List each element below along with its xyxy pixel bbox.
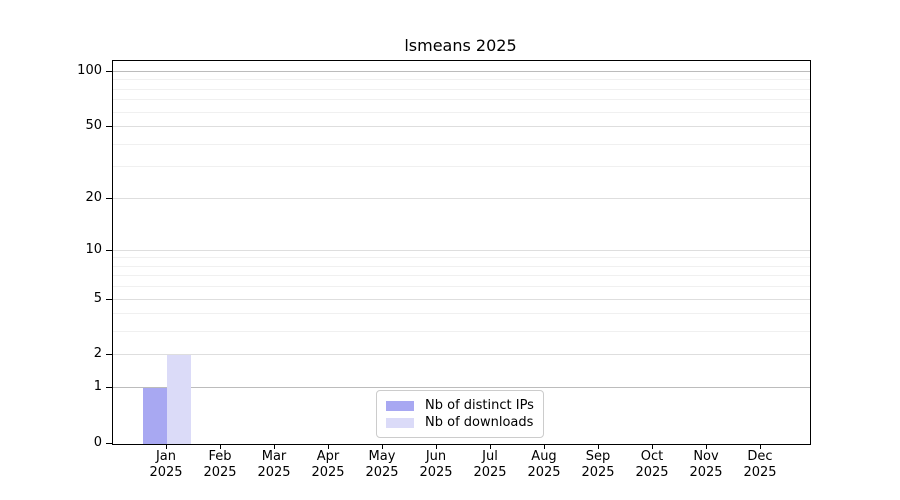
gridline-minor <box>113 111 810 113</box>
legend-item-distinct-ips: Nb of distinct IPs <box>386 397 534 414</box>
y-axis-tick <box>106 354 112 356</box>
legend-label-downloads: Nb of downloads <box>425 415 534 430</box>
x-axis-tick-label: Nov 2025 <box>674 449 738 481</box>
y-axis-tick <box>106 197 112 199</box>
y-axis-tick-label: 2 <box>93 346 102 362</box>
month-label: Jun <box>425 449 447 464</box>
x-axis-tick <box>220 444 221 449</box>
month-label: Jul <box>482 449 498 464</box>
month-label: May <box>368 449 396 464</box>
y-axis-tick-label: 10 <box>85 241 102 257</box>
bar-downloads-jan <box>167 355 191 444</box>
y-axis-tick <box>106 387 112 389</box>
x-axis-tick-label: Jun 2025 <box>404 449 468 481</box>
year-label: 2025 <box>365 465 399 480</box>
y-axis-tick-label: 50 <box>85 118 102 134</box>
month-label: Mar <box>261 449 287 464</box>
y-axis-tick-label: 0 <box>93 435 102 450</box>
month-label: Dec <box>747 449 773 464</box>
gridline-minor <box>113 143 810 145</box>
x-axis-tick <box>544 444 545 449</box>
legend-label-distinct-ips: Nb of distinct IPs <box>425 398 534 413</box>
gridline-minor <box>113 79 810 81</box>
legend-item-downloads: Nb of downloads <box>386 414 534 431</box>
gridline-major <box>113 126 810 128</box>
y-axis-tick <box>106 443 112 444</box>
gridline-minor <box>113 99 810 101</box>
year-label: 2025 <box>689 465 723 480</box>
year-label: 2025 <box>311 465 345 480</box>
x-axis-tick-label: Jul 2025 <box>458 449 522 481</box>
x-axis-tick-label: Feb 2025 <box>188 449 252 481</box>
year-label: 2025 <box>473 465 507 480</box>
year-label: 2025 <box>527 465 561 480</box>
month-label: Nov <box>693 449 719 464</box>
gridline-minor <box>113 166 810 168</box>
x-axis-tick <box>598 444 599 449</box>
month-label: Sep <box>585 449 611 464</box>
year-label: 2025 <box>743 465 777 480</box>
gridline-major <box>113 298 810 300</box>
x-axis-tick-label: May 2025 <box>350 449 414 481</box>
plot-area <box>112 60 811 445</box>
gridline-major <box>113 71 810 72</box>
year-label: 2025 <box>419 465 453 480</box>
legend-swatch-distinct-ips <box>386 400 414 411</box>
x-axis-tick-label: Oct 2025 <box>620 449 684 481</box>
x-axis-tick <box>166 444 167 449</box>
x-axis-tick-label: Apr 2025 <box>296 449 360 481</box>
month-label: Apr <box>316 449 340 464</box>
y-axis-tick <box>106 298 112 300</box>
y-axis-tick-label: 5 <box>93 290 102 306</box>
legend: Nb of distinct IPs Nb of downloads <box>376 390 544 438</box>
gridline-minor <box>113 286 810 288</box>
gridline-minor <box>113 265 810 267</box>
y-axis-tick-label: 100 <box>77 63 102 78</box>
x-axis-tick <box>382 444 383 449</box>
y-axis-tick <box>106 126 112 128</box>
month-label: Oct <box>640 449 664 464</box>
legend-swatch-downloads <box>386 417 414 428</box>
chart-title: lsmeans 2025 <box>404 36 517 55</box>
bar-distinct-ips-jan <box>143 388 167 444</box>
x-axis-tick <box>706 444 707 449</box>
y-axis-tick-label: 20 <box>85 189 102 205</box>
x-axis-tick-label: Aug 2025 <box>512 449 576 481</box>
x-axis-tick <box>652 444 653 449</box>
x-axis-tick <box>436 444 437 449</box>
gridline-major <box>113 197 810 199</box>
gridline-major <box>113 387 810 389</box>
gridline-major <box>113 249 810 251</box>
x-axis-tick-label: Mar 2025 <box>242 449 306 481</box>
gridline-minor <box>113 331 810 333</box>
x-axis-tick <box>274 444 275 449</box>
month-label: Feb <box>208 449 232 464</box>
gridline-minor <box>113 275 810 277</box>
y-axis-tick-label: 1 <box>93 379 102 395</box>
gridline-minor <box>113 257 810 259</box>
year-label: 2025 <box>149 465 183 480</box>
x-axis-tick <box>490 444 491 449</box>
x-axis-tick-label: Sep 2025 <box>566 449 630 481</box>
gridline-minor <box>113 88 810 90</box>
y-axis-tick <box>106 249 112 251</box>
x-axis-tick <box>760 444 761 449</box>
year-label: 2025 <box>203 465 237 480</box>
x-axis-tick-label: Dec 2025 <box>728 449 792 481</box>
gridline-minor <box>113 313 810 315</box>
x-axis-tick-label: Jan 2025 <box>134 449 198 481</box>
y-axis-tick <box>106 71 112 72</box>
year-label: 2025 <box>257 465 291 480</box>
year-label: 2025 <box>635 465 669 480</box>
month-label: Aug <box>531 449 557 464</box>
year-label: 2025 <box>581 465 615 480</box>
gridline-major <box>113 354 810 356</box>
x-axis-tick <box>328 444 329 449</box>
month-label: Jan <box>155 449 177 464</box>
